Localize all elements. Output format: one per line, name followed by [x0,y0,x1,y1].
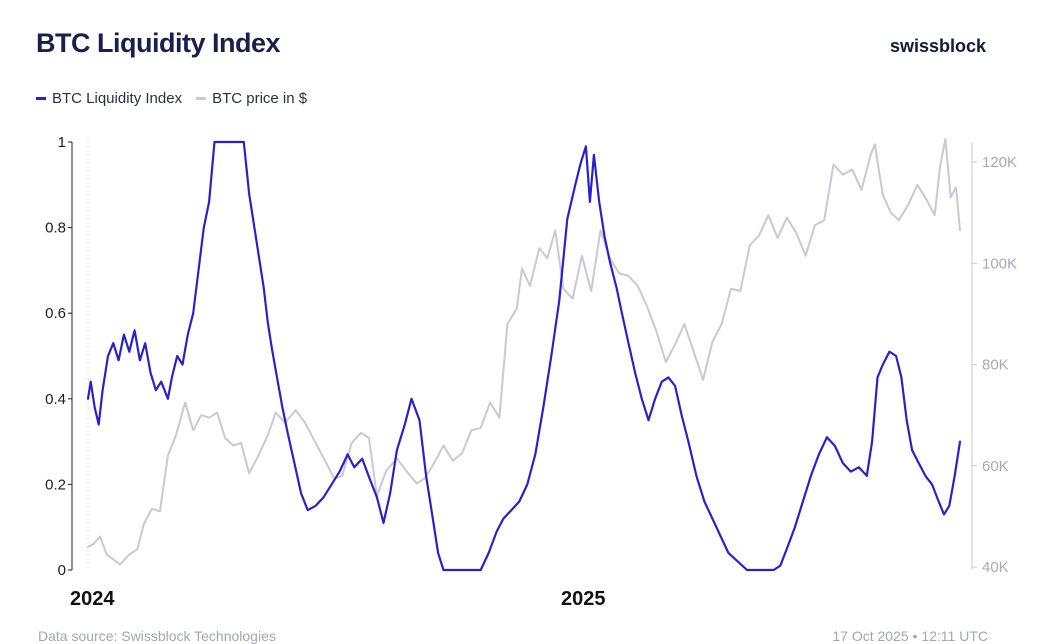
data-source-note: Data source: Swissblock Technologies [38,628,276,644]
btc-price-line [87,138,961,566]
legend-label-price: BTC price in $ [212,90,308,107]
legend-item-price: BTC price in $ [196,90,307,107]
timestamp: 17 Oct 2025 • 12:11 UTC [832,628,988,644]
liquidity-index-line [86,140,962,572]
year-label-2025: 2025 [561,588,606,610]
left-axis-tick-label: 0.6 [45,305,66,322]
left-axis-tick-label: 1 [58,134,66,151]
chart-legend: BTC Liquidity Index BTC price in $ [36,90,307,107]
right-axis-tick-label: 80K [982,357,1009,374]
right-axis-tick-label: 40K [982,559,1009,576]
legend-label-liquidity: BTC Liquidity Index [52,90,183,107]
right-axis-tick-label: 100K [982,255,1017,272]
brand-logo: swissblock [889,36,986,56]
year-label-2024: 2024 [70,588,115,610]
legend-swatch-liquidity [36,97,46,100]
right-axis-tick-label: 120K [982,154,1017,171]
left-axis-tick-label: 0.8 [45,220,66,237]
left-axis-tick-label: 0 [58,562,66,579]
legend-swatch-price [196,97,207,100]
left-axis-tick-label: 0.4 [45,391,66,408]
right-axis-tick-label: 60K [982,458,1009,475]
chart-plot-area: 0 0.2 0.4 0.6 0.8 1 40K 60K 80K 100K 120K [45,134,1017,579]
left-axis-tick-label: 0.2 [45,476,66,493]
legend-item-liquidity: BTC Liquidity Index [36,90,182,107]
chart-title: BTC Liquidity Index [36,28,281,58]
